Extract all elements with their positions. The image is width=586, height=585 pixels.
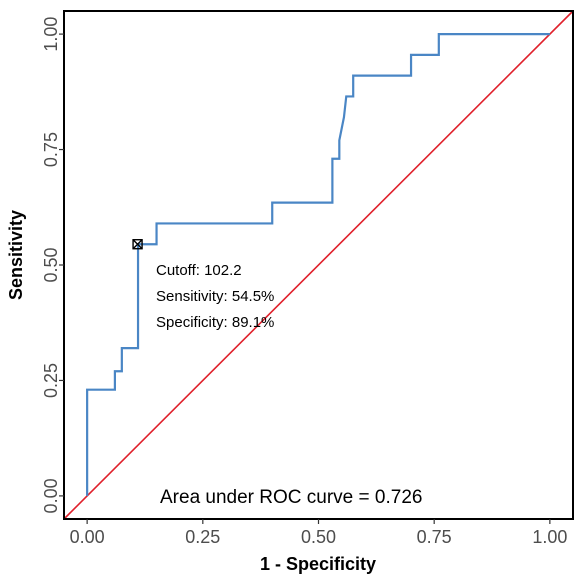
y-tick-label: 0.50 (41, 247, 61, 282)
x-tick-label: 0.25 (185, 527, 220, 547)
y-tick-label: 1.00 (41, 17, 61, 52)
x-tick-label: 1.00 (532, 527, 567, 547)
y-axis-title: Sensitivity (6, 210, 26, 300)
cutoff-marker-cross-b (132, 239, 143, 250)
x-tick-label: 0.00 (70, 527, 105, 547)
specificity-label: Specificity: 89.1% (156, 314, 274, 331)
y-tick-label: 0.75 (41, 132, 61, 167)
x-tick-label: 0.75 (417, 527, 452, 547)
sensitivity-label: Sensitivity: 54.5% (156, 288, 274, 305)
cutoff-marker-square (132, 239, 143, 250)
cutoff-label: Cutoff: 102.2 (156, 262, 242, 279)
auc-label: Area under ROC curve = 0.726 (160, 487, 422, 508)
reference-diagonal-line (63, 10, 574, 520)
x-axis-title: 1 - Specificity (260, 554, 376, 574)
y-tick-label: 0.00 (41, 478, 61, 513)
y-tick-label: 0.25 (41, 363, 61, 398)
x-tick-label: 0.50 (301, 527, 336, 547)
roc-curve-line (86, 32, 550, 496)
